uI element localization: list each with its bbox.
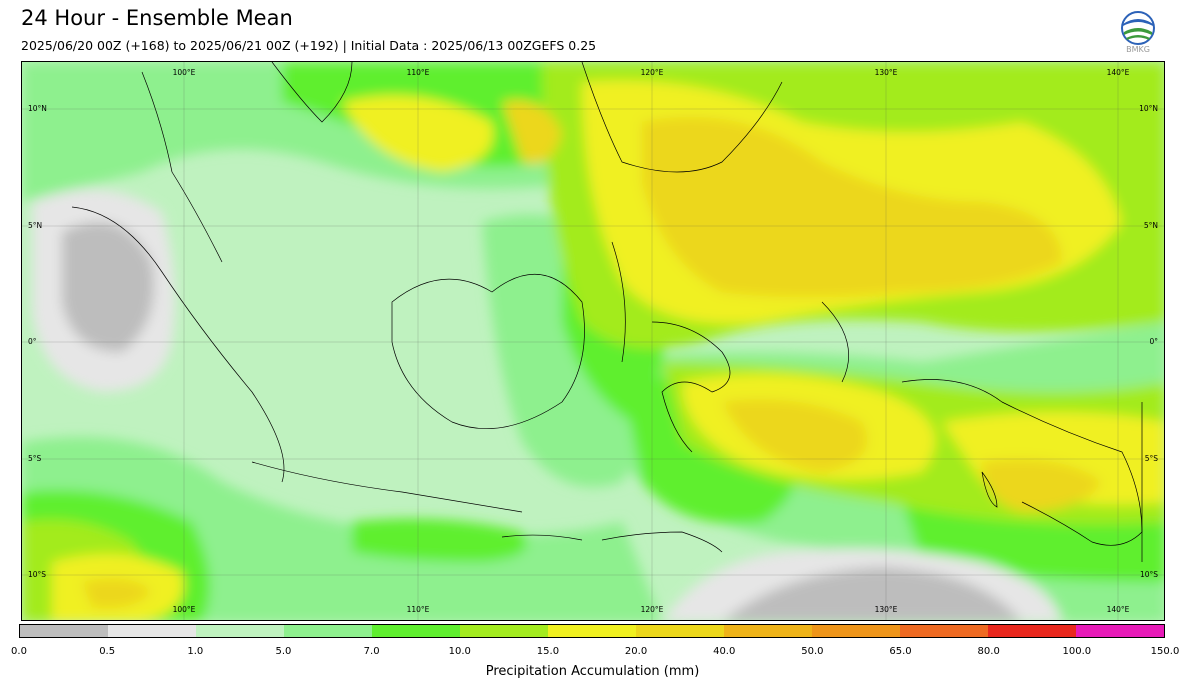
lat-label-left: 10°S [28, 570, 46, 579]
colorbar-segment [196, 625, 284, 637]
colorbar-tick-label: 0.0 [11, 646, 27, 657]
lat-label-left: 10°N [28, 104, 47, 113]
lat-label-left: 0° [28, 337, 37, 346]
map-subtitle: 2025/06/20 00Z (+168) to 2025/06/21 00Z … [21, 38, 597, 53]
colorbar-segment [548, 625, 636, 637]
lat-label-right: 10°N [1139, 104, 1158, 113]
svg-text:BMKG: BMKG [1126, 45, 1150, 54]
colorbar-tick-label: 80.0 [977, 646, 1000, 657]
lon-label-top: 140°E [1107, 68, 1130, 77]
lat-label-right: 0° [1149, 337, 1158, 346]
lon-label-top: 110°E [407, 68, 430, 77]
colorbar-tick-label: 150.0 [1150, 646, 1180, 657]
lon-label-top: 100°E [173, 68, 196, 77]
colorbar-segment [284, 625, 372, 637]
map-title: 24 Hour - Ensemble Mean [21, 6, 293, 30]
colorbar-segment [20, 625, 108, 637]
lon-label-top: 130°E [875, 68, 898, 77]
bmkg-logo-icon: BMKG [1120, 10, 1156, 54]
lon-label-bottom: 140°E [1107, 605, 1130, 614]
colorbar-tick-label: 0.5 [99, 646, 116, 657]
colorbar-tick-label: 65.0 [889, 646, 912, 657]
lon-label-bottom: 110°E [407, 605, 430, 614]
colorbar-segment [724, 625, 812, 637]
colorbar-tick-label: 7.0 [363, 646, 380, 657]
colorbar-segment [460, 625, 548, 637]
lat-label-left: 5°S [28, 454, 42, 463]
lat-label-left: 5°N [28, 221, 42, 230]
precipitation-map: 100°E 110°E 120°E 130°E 140°E 100°E 110°… [21, 61, 1165, 621]
colorbar-segment [108, 625, 196, 637]
colorbar-segment [1076, 625, 1164, 637]
colorbar-tick-label: 1.0 [187, 646, 204, 657]
lon-label-bottom: 120°E [641, 605, 664, 614]
colorbar-tick-label: 5.0 [275, 646, 292, 657]
colorbar-tick-label: 15.0 [536, 646, 560, 657]
colorbar-tick-label: 100.0 [1062, 646, 1092, 657]
lat-label-right: 5°N [1144, 221, 1158, 230]
colorbar-segment [636, 625, 724, 637]
colorbar-segment [900, 625, 988, 637]
colorbar-segment [372, 625, 460, 637]
precipitation-colorbar [19, 624, 1165, 638]
colorbar-ticks: 0.0 0.5 1.0 5.0 7.0 10.0 15.0 20.0 40.0 50.0 65.0 8… [11, 646, 1179, 658]
colorbar-label: Precipitation Accumulation (mm) [485, 664, 700, 679]
colorbar-tick-label: 50.0 [801, 646, 824, 657]
lat-label-right: 5°S [1145, 454, 1159, 463]
colorbar-tick-label: 10.0 [448, 646, 471, 657]
colorbar-tick-label: 40.0 [713, 646, 736, 657]
lon-label-bottom: 130°E [875, 605, 898, 614]
lon-label-top: 120°E [641, 68, 664, 77]
lon-label-bottom: 100°E [173, 605, 196, 614]
colorbar-segment [812, 625, 900, 637]
colorbar-segment [988, 625, 1076, 637]
colorbar-tick-label: 20.0 [624, 646, 648, 657]
lat-label-right: 10°S [1140, 570, 1158, 579]
